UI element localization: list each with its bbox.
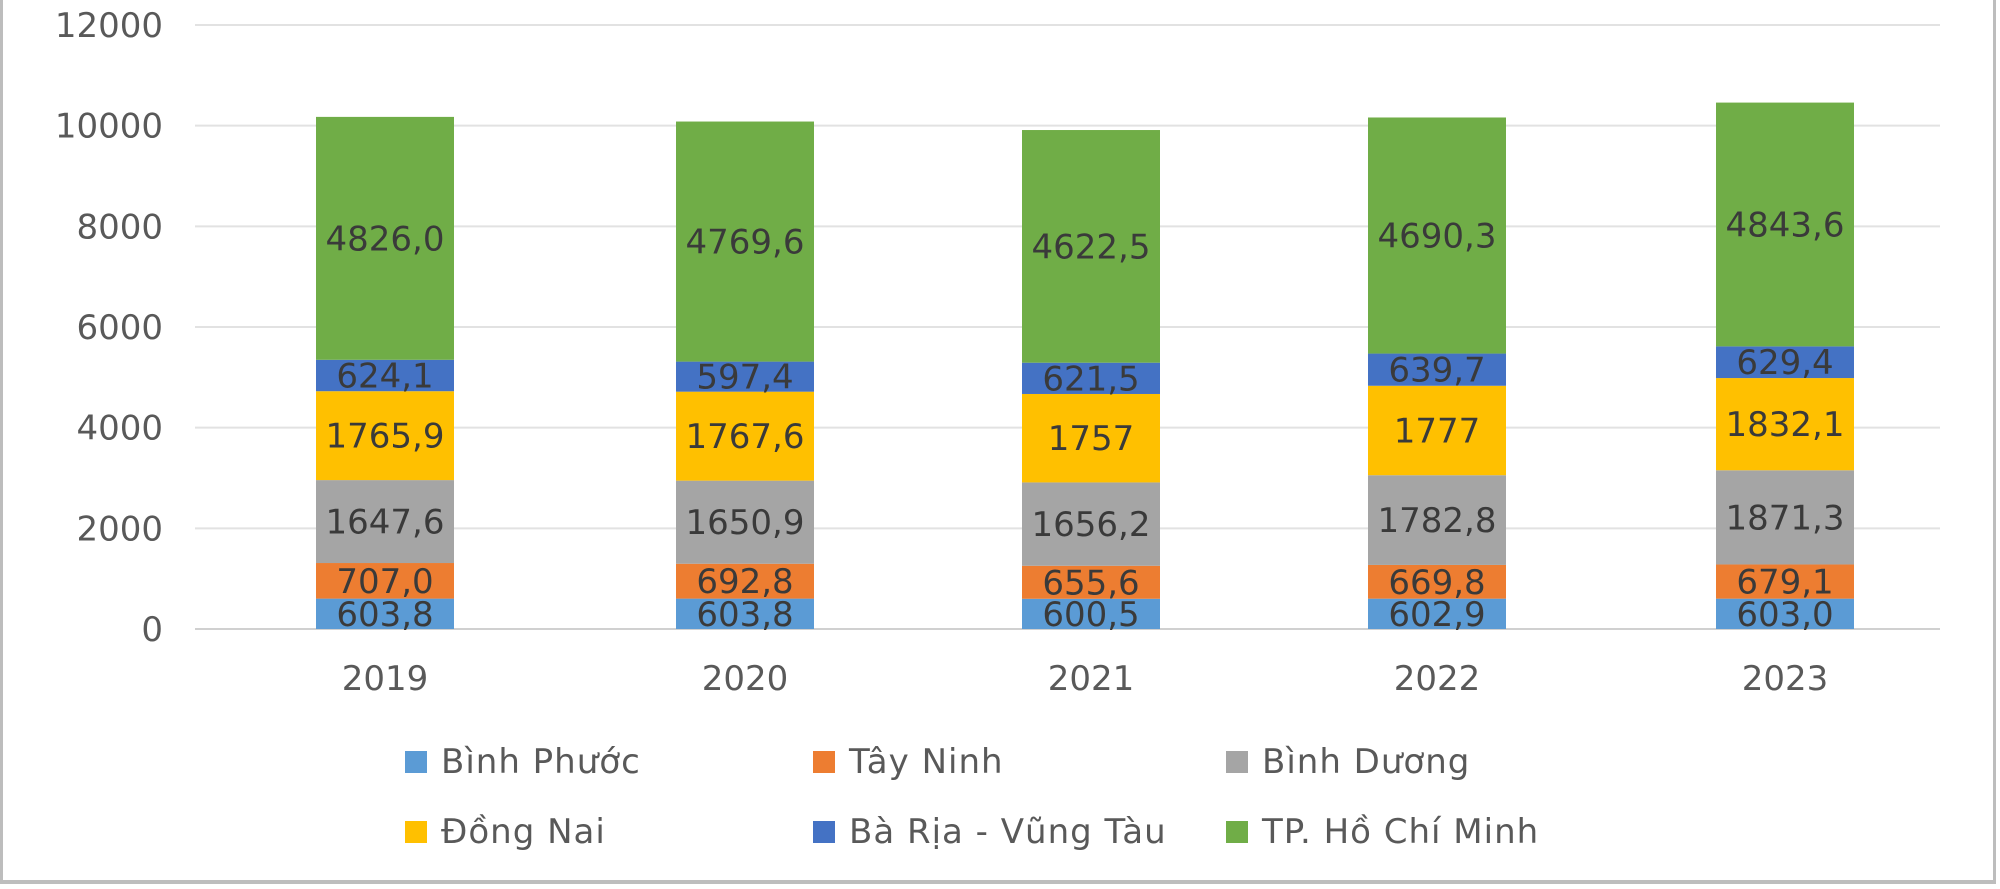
x-tick-label: 2021 [1048, 659, 1135, 699]
data-label: 639,7 [1388, 351, 1485, 391]
data-label: 629,4 [1736, 343, 1833, 383]
y-tick-label: 4000 [76, 409, 163, 449]
bar-segment [1022, 130, 1160, 363]
bar-segment [316, 563, 454, 599]
data-label: 707,0 [336, 562, 433, 602]
y-tick-label: 6000 [76, 308, 163, 348]
bars [316, 102, 1854, 629]
data-label: 1765,9 [326, 417, 445, 457]
y-tick-label: 10000 [55, 107, 163, 147]
data-label: 1871,3 [1726, 498, 1845, 538]
y-tick-label: 2000 [76, 509, 163, 549]
bar-segment [676, 391, 814, 481]
bar-segment [1022, 565, 1160, 599]
bar-segment [1368, 385, 1506, 476]
y-tick-label: 12000 [55, 6, 163, 46]
data-label: 4843,6 [1726, 205, 1845, 245]
bar-segment [676, 121, 814, 362]
data-label: 600,5 [1042, 595, 1139, 635]
bar-segment [1716, 598, 1854, 629]
bar-segment [1022, 393, 1160, 483]
y-tick-label: 8000 [76, 207, 163, 247]
bar-segment [676, 480, 814, 564]
data-label: 4826,0 [326, 219, 445, 259]
data-label: 1777 [1394, 411, 1481, 451]
bar-segment [1368, 117, 1506, 354]
data-label: 1832,1 [1726, 405, 1845, 445]
bar-segment [1368, 598, 1506, 629]
bar-segment [1716, 378, 1854, 471]
bar-segment [1368, 475, 1506, 565]
data-label: 621,5 [1042, 359, 1139, 399]
data-label: 679,1 [1736, 563, 1833, 603]
bar-segment [1716, 564, 1854, 599]
x-tick-label: 2023 [1742, 659, 1829, 699]
bar-segment [316, 116, 454, 360]
bar-segment [316, 480, 454, 564]
data-label: 624,1 [336, 357, 433, 397]
data-label: 603,8 [336, 595, 433, 635]
data-label: 1647,6 [326, 503, 445, 543]
bar-segment [1716, 102, 1854, 347]
bar-segment [1022, 598, 1160, 629]
bar-segment [676, 598, 814, 629]
data-label: 655,6 [1042, 563, 1139, 603]
bar-segment [316, 598, 454, 629]
y-axis-ticks: 0 2000 4000 6000 8000 10000 12000 [55, 6, 163, 650]
bar-segment [676, 563, 814, 599]
bar-segment [1368, 564, 1506, 599]
bar-segment [316, 359, 454, 392]
data-label: 597,4 [696, 358, 793, 398]
x-tick-label: 2022 [1394, 659, 1481, 699]
data-label: 4690,3 [1378, 217, 1497, 257]
x-tick-label: 2019 [342, 659, 429, 699]
data-label: 4622,5 [1032, 227, 1151, 267]
x-tick-label: 2020 [702, 659, 789, 699]
data-label: 602,9 [1388, 595, 1485, 635]
data-label: 1656,2 [1032, 505, 1151, 545]
bar-segment [676, 361, 814, 392]
bar-segment [1022, 482, 1160, 566]
data-label: 4769,6 [686, 223, 805, 263]
bar-segment [1716, 346, 1854, 379]
data-label: 603,8 [696, 595, 793, 635]
bar-segment [1368, 353, 1506, 386]
data-label: 1767,6 [686, 417, 805, 457]
bar-segment [316, 391, 454, 481]
bar-segment [1022, 362, 1160, 394]
y-tick-label: 0 [141, 610, 163, 650]
data-label: 1757 [1048, 419, 1135, 459]
data-label: 1650,9 [686, 503, 805, 543]
data-label: 603,0 [1736, 595, 1833, 635]
data-label: 692,8 [696, 562, 793, 602]
x-axis-ticks: 2019 2020 2021 2022 2023 [342, 659, 1829, 699]
data-label: 1782,8 [1378, 501, 1497, 541]
data-label: 669,8 [1388, 563, 1485, 603]
data-labels: 603,8707,01647,61765,9624,14826,0603,869… [326, 205, 1845, 634]
bar-segment [1716, 470, 1854, 565]
